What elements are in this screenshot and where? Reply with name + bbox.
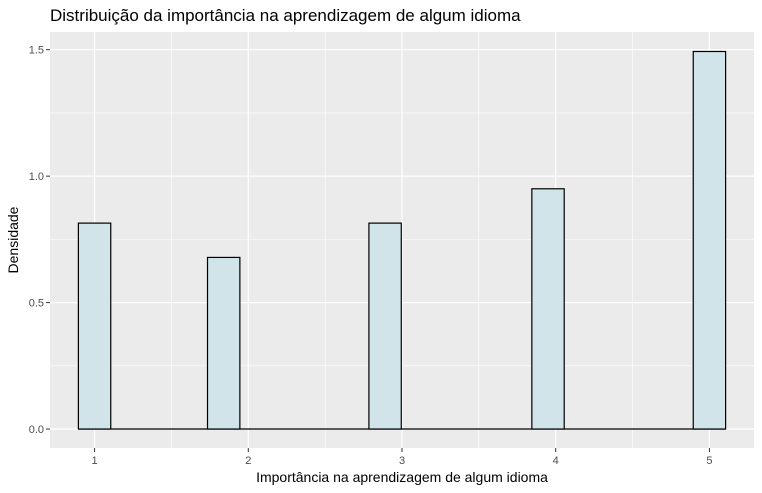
chart-title: Distribuição da importância na aprendiza… bbox=[50, 6, 521, 25]
x-tick-label: 1 bbox=[92, 455, 98, 467]
histogram-bar bbox=[693, 51, 725, 429]
y-axis-ticks: 0.0 0.5 1.0 1.5 bbox=[29, 45, 50, 436]
x-tick-label: 3 bbox=[399, 455, 405, 467]
y-axis-label: Densidade bbox=[5, 206, 21, 273]
x-tick-label: 5 bbox=[706, 455, 712, 467]
y-tick-label: 0.0 bbox=[29, 424, 44, 436]
y-tick-label: 1.0 bbox=[29, 171, 44, 183]
histogram-bar bbox=[78, 223, 110, 429]
y-tick-label: 1.5 bbox=[29, 45, 44, 57]
x-tick-label: 4 bbox=[553, 455, 559, 467]
x-axis-ticks: 1 2 3 4 5 bbox=[92, 448, 713, 467]
x-axis-label: Importância na aprendizagem de algum idi… bbox=[256, 469, 548, 485]
y-tick-label: 0.5 bbox=[29, 298, 44, 310]
x-tick-label: 2 bbox=[245, 455, 251, 467]
histogram-bar bbox=[208, 257, 240, 429]
histogram-bar bbox=[532, 189, 564, 429]
histogram-bar bbox=[369, 223, 401, 429]
